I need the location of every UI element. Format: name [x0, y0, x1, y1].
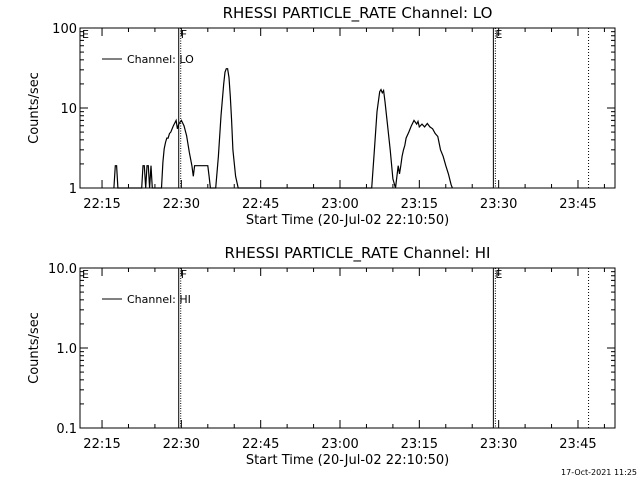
x-tick-label: 22:30	[163, 437, 200, 452]
x-tick-label: 23:15	[401, 197, 438, 212]
x-axis-label: Start Time (20-Jul-02 22:10:50)	[246, 213, 449, 228]
y-tick-label: 100	[52, 22, 77, 37]
y-axis-label: Counts/sec	[27, 312, 42, 384]
chart-title: RHESSI PARTICLE_RATE Channel: HI	[225, 244, 491, 263]
event-marker-label: E	[495, 28, 502, 41]
x-tick-label: 23:45	[559, 197, 596, 212]
x-tick-label: 23:00	[321, 437, 358, 452]
y-tick-label: 10.0	[48, 262, 77, 277]
y-axis-label: Counts/sec	[27, 72, 42, 144]
footer-timestamp: 17-Oct-2021 11:25	[561, 468, 637, 477]
x-tick-label: 22:45	[242, 437, 279, 452]
x-tick-label: 22:45	[242, 197, 279, 212]
x-tick-label: 23:15	[401, 437, 438, 452]
y-tick-label: 1.0	[56, 342, 77, 357]
event-marker-label: F	[181, 268, 187, 281]
x-tick-label: 22:15	[83, 437, 120, 452]
event-marker-label: E	[82, 28, 89, 41]
series-line	[113, 68, 453, 189]
legend-label: Channel: HI	[127, 293, 191, 306]
plot-frame	[79, 27, 616, 189]
x-tick-label: 22:30	[163, 197, 200, 212]
x-axis-label: Start Time (20-Jul-02 22:10:50)	[246, 453, 449, 468]
y-tick-label: 0.1	[56, 422, 77, 437]
y-tick-label: 10	[60, 102, 77, 117]
lo-channel-panel: RHESSI PARTICLE_RATE Channel: LO 1 10 100 Co…	[27, 4, 616, 228]
x-tick-label: 23:30	[480, 437, 517, 452]
event-marker-label: E	[495, 268, 502, 281]
legend-label: Channel: LO	[127, 53, 194, 66]
x-tick-label: 23:00	[321, 197, 358, 212]
x-tick-label: 23:45	[559, 437, 596, 452]
chart-title: RHESSI PARTICLE_RATE Channel: LO	[223, 4, 493, 23]
event-marker-label: F	[181, 28, 187, 41]
hi-channel-panel: RHESSI PARTICLE_RATE Channel: HI 0.1 1.0 10…	[27, 244, 616, 468]
x-tick-label: 22:15	[83, 197, 120, 212]
x-tick-label: 23:30	[480, 197, 517, 212]
event-marker-label: E	[82, 268, 89, 281]
y-tick-label: 1	[69, 182, 77, 197]
plot-frame	[79, 267, 616, 429]
